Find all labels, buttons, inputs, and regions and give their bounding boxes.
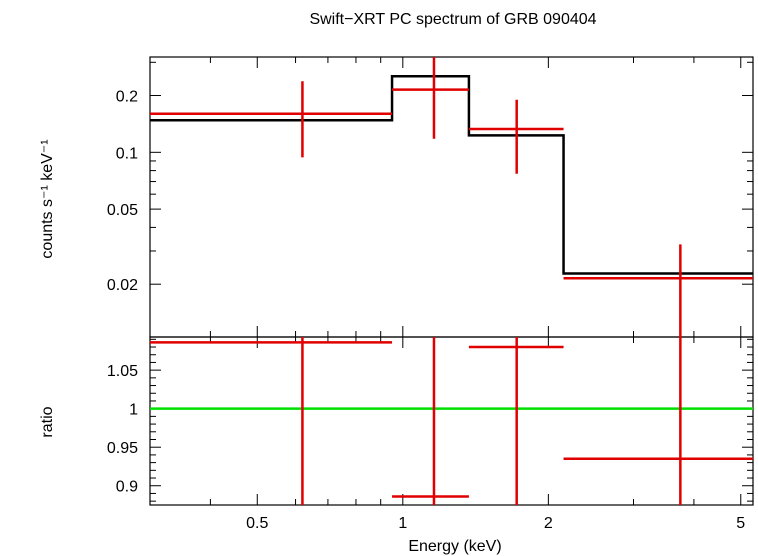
spectrum-data-point xyxy=(392,57,469,139)
y-tick-label-ratio: 1 xyxy=(129,402,138,419)
y-tick-label-ratio: 0.9 xyxy=(116,479,138,496)
y-axis-label-counts: counts s⁻¹ keV⁻¹ xyxy=(39,139,56,258)
chart-title: Swift−XRT PC spectrum of GRB 090404 xyxy=(309,11,596,28)
ratio-data-point xyxy=(392,337,469,505)
y-tick-label-counts: 0.2 xyxy=(116,89,138,106)
y-axis-label-ratio: ratio xyxy=(39,406,56,437)
y-tick-label-counts: 0.05 xyxy=(107,202,138,219)
y-tick-label-counts: 0.1 xyxy=(116,145,138,162)
x-tick-label: 2 xyxy=(544,515,553,532)
x-tick-label: 5 xyxy=(736,515,745,532)
x-tick-label: 0.5 xyxy=(246,515,268,532)
x-axis-label: Energy (keV) xyxy=(408,538,501,555)
spectrum-data-point xyxy=(563,244,753,337)
plot-area: 0.5 1 2 5 0.2 0.1 0.05 0.02 1.05 1 0.95 0.9 xyxy=(107,56,754,532)
spectrum-data-point xyxy=(150,81,393,158)
y-tick-label-ratio: 0.95 xyxy=(107,440,138,457)
y-tick-label-counts: 0.02 xyxy=(107,277,138,294)
spectrum-data-point xyxy=(468,99,564,174)
ratio-data-point xyxy=(150,337,393,505)
spectrum-panel-frame xyxy=(149,56,754,338)
x-tick-label: 1 xyxy=(398,515,407,532)
ratio-panel-frame xyxy=(149,336,754,506)
y-tick-label-ratio: 1.05 xyxy=(107,363,138,380)
ratio-data-point xyxy=(468,337,564,505)
model-step-line xyxy=(150,75,753,275)
ratio-data-point xyxy=(563,337,753,505)
